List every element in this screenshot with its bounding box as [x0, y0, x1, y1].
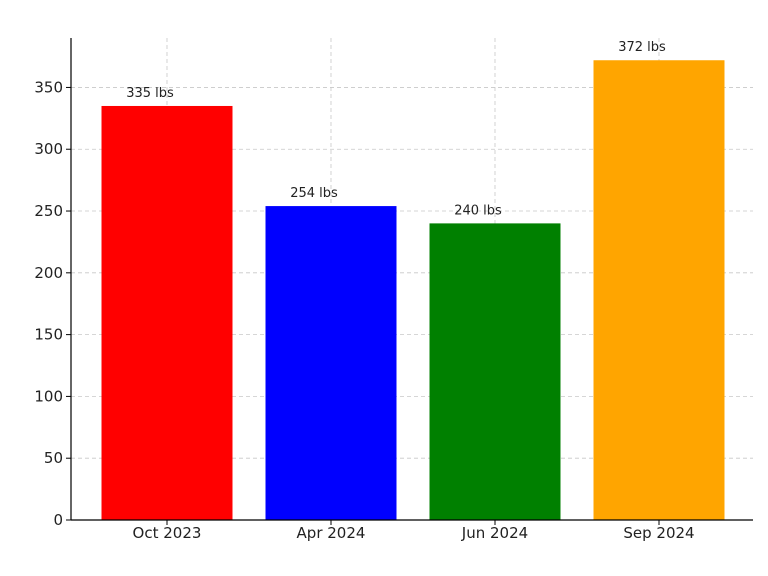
bar-data-label: 335 lbs	[126, 86, 174, 101]
y-tick-label: 350	[34, 78, 63, 96]
y-tick-label: 100	[34, 387, 63, 405]
bar-data-label: 254 lbs	[290, 186, 338, 201]
bar-data-label: 240 lbs	[454, 203, 502, 218]
bar-data-label: 372 lbs	[618, 40, 666, 55]
bar	[265, 206, 397, 521]
x-tick-label: Apr 2024	[297, 524, 366, 542]
y-tick-label: 300	[34, 140, 63, 158]
bar	[429, 223, 561, 520]
data-labels: 335 lbs 254 lbs 240 lbs 372 lbs	[126, 40, 666, 218]
x-tick-label: Sep 2024	[623, 524, 694, 542]
x-tick-label: Oct 2023	[133, 524, 202, 542]
y-tick-label: 250	[34, 202, 63, 220]
bars	[101, 60, 725, 521]
y-tick-label: 50	[44, 449, 63, 467]
y-tick-label: 0	[53, 511, 63, 529]
y-ticks: 0 50 100 150 200 250 300 350	[34, 78, 71, 529]
axes	[70, 38, 753, 521]
x-ticks: Oct 2023 Apr 2024 Jun 2024 Sep 2024	[133, 520, 695, 542]
bar	[101, 105, 233, 520]
y-tick-label: 200	[34, 264, 63, 282]
bar	[593, 60, 725, 520]
y-tick-label: 150	[34, 326, 63, 344]
x-tick-label: Jun 2024	[461, 524, 528, 542]
